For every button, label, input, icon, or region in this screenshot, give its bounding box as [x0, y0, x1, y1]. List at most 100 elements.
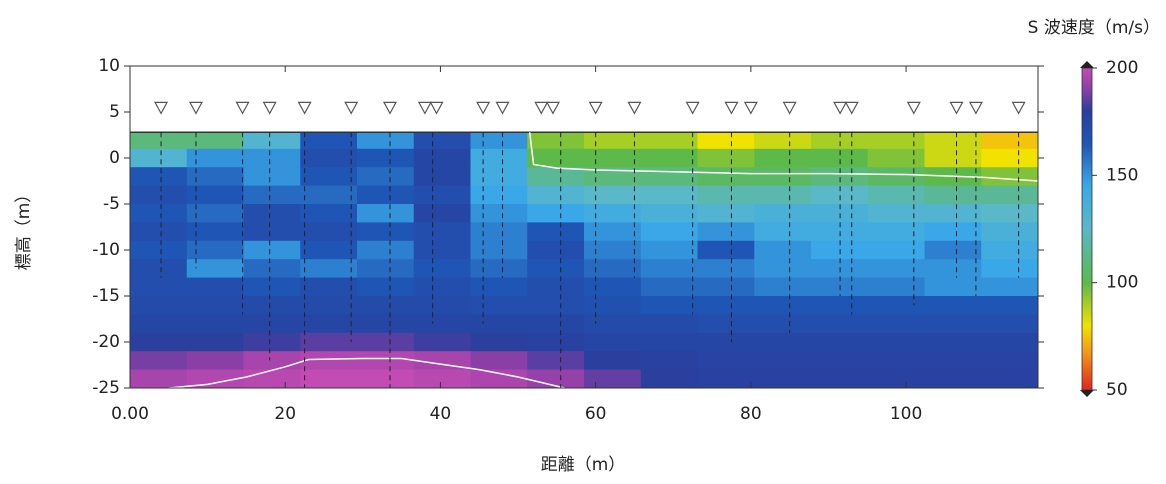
- cell: [640, 296, 698, 315]
- cell: [470, 132, 528, 150]
- cell: [300, 277, 358, 297]
- receiver-marker: [588, 101, 603, 115]
- cell: [527, 369, 585, 389]
- cell: [413, 259, 471, 279]
- cell: [300, 332, 358, 352]
- cell: [186, 167, 244, 187]
- cell: [754, 332, 812, 352]
- cell: [640, 148, 698, 168]
- cell: [300, 351, 358, 371]
- cell: [640, 314, 698, 334]
- cell: [470, 369, 528, 389]
- cell: [413, 204, 471, 223]
- cell: [924, 296, 982, 315]
- cell: [527, 204, 585, 223]
- cell: [754, 240, 812, 260]
- cell: [130, 222, 188, 242]
- cell: [584, 240, 642, 260]
- cell: [697, 148, 755, 168]
- cell: [867, 369, 925, 389]
- cell: [584, 167, 642, 187]
- cell: [527, 240, 585, 260]
- cell: [470, 351, 528, 371]
- cell: [584, 332, 642, 352]
- cell: [811, 167, 869, 187]
- y-axis-label: 標高（m）: [14, 186, 34, 271]
- cell: [754, 259, 812, 279]
- cell: [811, 132, 869, 150]
- colorbar-title: S 波速度（m/s）: [1028, 18, 1160, 38]
- cell: [243, 369, 301, 389]
- cell: [470, 314, 528, 334]
- cell: [243, 148, 301, 168]
- cell: [584, 185, 642, 205]
- receiver-marker: [188, 101, 203, 115]
- cell: [413, 314, 471, 334]
- cell: [413, 332, 471, 352]
- receiver-marker: [949, 101, 964, 115]
- cell: [811, 369, 869, 389]
- cell: [243, 185, 301, 205]
- y-tick-label: -25: [92, 378, 120, 398]
- cell: [470, 148, 528, 168]
- cell: [130, 296, 188, 315]
- cell: [527, 277, 585, 297]
- receiver-marker: [417, 101, 432, 115]
- receiver-marker: [844, 101, 859, 115]
- receiver-marker: [534, 101, 549, 115]
- cell: [811, 314, 869, 334]
- cell: [754, 222, 812, 242]
- cell: [357, 167, 415, 187]
- cell: [413, 132, 471, 150]
- cell: [754, 148, 812, 168]
- cell: [527, 351, 585, 371]
- cell: [754, 277, 812, 297]
- cell: [640, 240, 698, 260]
- cell: [357, 332, 415, 352]
- cell: [754, 204, 812, 223]
- cell: [811, 185, 869, 205]
- cell: [754, 132, 812, 150]
- cell: [924, 148, 982, 168]
- cell: [867, 132, 925, 150]
- cell: [357, 204, 415, 223]
- cell: [357, 240, 415, 260]
- cell: [924, 222, 982, 242]
- cell: [754, 351, 812, 371]
- cell: [640, 204, 698, 223]
- cell: [470, 296, 528, 315]
- receiver-marker: [906, 101, 921, 115]
- cell: [697, 369, 755, 389]
- cell: [640, 259, 698, 279]
- cell: [186, 148, 244, 168]
- cell: [470, 167, 528, 187]
- cell: [243, 332, 301, 352]
- cell: [300, 314, 358, 334]
- cell: [640, 369, 698, 389]
- cell: [584, 314, 642, 334]
- cell: [924, 185, 982, 205]
- cell: [867, 240, 925, 260]
- cell: [640, 185, 698, 205]
- cell: [867, 167, 925, 187]
- cell: [357, 132, 415, 150]
- cell: [640, 332, 698, 352]
- cell: [867, 185, 925, 205]
- cell: [300, 185, 358, 205]
- cell: [924, 277, 982, 297]
- cell: [357, 259, 415, 279]
- y-tick-label: 5: [109, 102, 120, 122]
- cell: [186, 369, 244, 389]
- cell: [243, 240, 301, 260]
- cell: [243, 132, 301, 150]
- y-tick-label: -10: [92, 240, 120, 260]
- cell: [811, 296, 869, 315]
- receiver-marker: [297, 101, 312, 115]
- cell: [924, 132, 982, 150]
- cell: [130, 332, 188, 352]
- cell: [413, 351, 471, 371]
- cell: [186, 132, 244, 150]
- cell: [981, 240, 1039, 260]
- cell: [697, 314, 755, 334]
- cell: [981, 277, 1039, 297]
